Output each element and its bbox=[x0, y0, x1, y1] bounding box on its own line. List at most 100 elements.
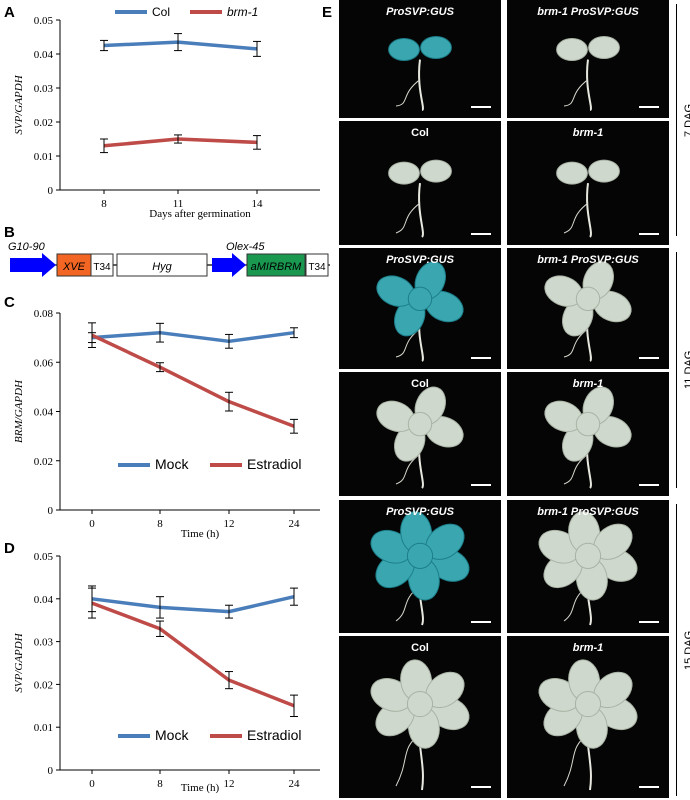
promoter-olex-45-arrow bbox=[212, 253, 246, 277]
y-tick-label-a: 0 bbox=[48, 185, 54, 197]
photo-label: brm-1 ProSVP:GUS bbox=[537, 6, 639, 18]
y-tick-label-c: 0 bbox=[48, 505, 54, 517]
y-tick-label-a: 0.05 bbox=[34, 15, 54, 27]
y-tick-label-a: 0.04 bbox=[34, 49, 54, 61]
photo-label: brm-1 ProSVP:GUS bbox=[537, 506, 639, 518]
t34-label-2: T34 bbox=[308, 262, 326, 273]
panel-letter-a: A bbox=[4, 4, 15, 21]
panel-letter-b: B bbox=[4, 224, 15, 241]
photo-cell: brm-1 ProSVP:GUS bbox=[507, 248, 669, 369]
scale-bar bbox=[639, 106, 659, 108]
photo-cell: ProSVP:GUS bbox=[339, 0, 501, 118]
photo-label: brm-1 bbox=[572, 642, 604, 654]
legend-label-a: Col bbox=[152, 5, 170, 19]
x-tick-label-c: 8 bbox=[157, 518, 163, 530]
x-tick-label-d: 0 bbox=[89, 778, 95, 790]
photo-label: brm-1 bbox=[572, 378, 604, 390]
t34-box-1 bbox=[90, 253, 114, 277]
y-tick-label-a: 0.02 bbox=[34, 117, 53, 129]
photo-cell: brm-1 bbox=[507, 372, 669, 496]
seedling-image bbox=[544, 261, 632, 362]
dag-bracket bbox=[676, 504, 677, 796]
scale-bar bbox=[471, 621, 491, 623]
x-tick-label-c: 24 bbox=[289, 518, 301, 530]
legend-label-d: Estradiol bbox=[247, 727, 301, 743]
series-line-c-1 bbox=[91, 333, 295, 428]
legend-label-c: Mock bbox=[155, 456, 189, 472]
x-tick-label-c: 12 bbox=[224, 518, 235, 530]
y-axis-label-a: SVP/GAPDH bbox=[13, 74, 25, 134]
seedling-image bbox=[388, 159, 452, 238]
x-tick-label-c: 0 bbox=[89, 518, 95, 530]
x-axis-label-c: Time (h) bbox=[181, 528, 220, 540]
scale-bar bbox=[471, 484, 491, 486]
xve-label: XVE bbox=[62, 261, 86, 273]
amirbrm-box bbox=[246, 253, 306, 277]
y-axis-label-c: BRM/GAPDH bbox=[13, 379, 25, 443]
series-line-d-0 bbox=[91, 594, 295, 614]
photo-cell: ProSVP:GUS bbox=[339, 500, 501, 633]
seedling-image bbox=[556, 159, 620, 238]
dag-label: 11 DAG bbox=[683, 350, 690, 390]
hyg-box bbox=[116, 253, 208, 277]
photo-cell: Col bbox=[339, 636, 501, 798]
t34-label-1: T34 bbox=[93, 262, 111, 273]
y-axis-label-d: SVP/GAPDH bbox=[13, 632, 25, 692]
photo-cell: brm-1 bbox=[507, 636, 669, 798]
seedling-image bbox=[370, 659, 470, 791]
photo-label: brm-1 ProSVP:GUS bbox=[537, 254, 639, 266]
photo-label: Col bbox=[411, 127, 429, 139]
panel-letter-e: E bbox=[322, 4, 332, 21]
photo-label: Col bbox=[411, 378, 429, 390]
y-tick-label-a: 0.03 bbox=[34, 83, 54, 95]
series-line-c-0 bbox=[91, 330, 295, 344]
photo-cell: Col bbox=[339, 121, 501, 245]
seedling-image bbox=[556, 36, 620, 111]
dag-bracket bbox=[676, 252, 677, 488]
photo-cell: brm-1 ProSVP:GUS bbox=[507, 500, 669, 633]
series-line-a-1 bbox=[103, 137, 258, 148]
scale-bar bbox=[639, 621, 659, 623]
photo-cell: Col bbox=[339, 372, 501, 496]
x-tick-label-d: 12 bbox=[224, 778, 235, 790]
scale-bar bbox=[471, 357, 491, 359]
construct-diagram: G10-90 XVE T34 Hyg Olex-45 aMIRBRM T34 bbox=[8, 241, 330, 277]
seedling-image bbox=[544, 386, 632, 489]
seedling-image bbox=[538, 511, 638, 626]
x-tick-label-d: 8 bbox=[157, 778, 163, 790]
y-tick-label-d: 0.04 bbox=[34, 594, 54, 606]
t34-box-2 bbox=[305, 253, 329, 277]
promoter-olex-45-label: Olex-45 bbox=[226, 241, 265, 253]
y-tick-label-a: 0.01 bbox=[34, 151, 53, 163]
photo-label: ProSVP:GUS bbox=[386, 506, 454, 518]
dag-label: 7 DAG bbox=[683, 103, 690, 137]
series-line-d-1 bbox=[91, 601, 295, 708]
scale-bar bbox=[639, 786, 659, 788]
seedling-image bbox=[376, 386, 464, 489]
chart-panel-d: 0 0.01 0.02 0.03 0.04 0.05 0 8 12 24 Time (h) SVP/G… bbox=[13, 551, 320, 794]
x-tick-label-a: 14 bbox=[252, 198, 264, 210]
seedling-image bbox=[388, 36, 452, 111]
dag-bracket bbox=[676, 4, 677, 236]
y-tick-label-c: 0.04 bbox=[34, 407, 54, 419]
x-tick-label-d: 24 bbox=[289, 778, 301, 790]
y-tick-label-d: 0.05 bbox=[34, 551, 54, 563]
photo-cell: brm-1 ProSVP:GUS bbox=[507, 0, 669, 118]
dag-label: 15 DAG bbox=[683, 630, 690, 670]
photo-label: Col bbox=[411, 642, 429, 654]
scale-bar bbox=[471, 106, 491, 108]
legend-label-c: Estradiol bbox=[247, 456, 301, 472]
panel-letter-c: C bbox=[4, 294, 15, 311]
x-tick-label-a: 8 bbox=[101, 198, 107, 210]
panel-e-photo-grid: ProSVP:GUS brm-1 ProSVP:GUS Col brm-1 ProSVP… bbox=[339, 0, 670, 800]
promoter-g10-90-arrow bbox=[10, 253, 56, 277]
photo-cell: brm-1 bbox=[507, 121, 669, 245]
x-axis-label-d: Time (h) bbox=[181, 782, 220, 794]
seedling-image bbox=[376, 261, 464, 362]
scale-bar bbox=[639, 233, 659, 235]
series-line-a-0 bbox=[103, 40, 258, 51]
photo-label: ProSVP:GUS bbox=[386, 6, 454, 18]
